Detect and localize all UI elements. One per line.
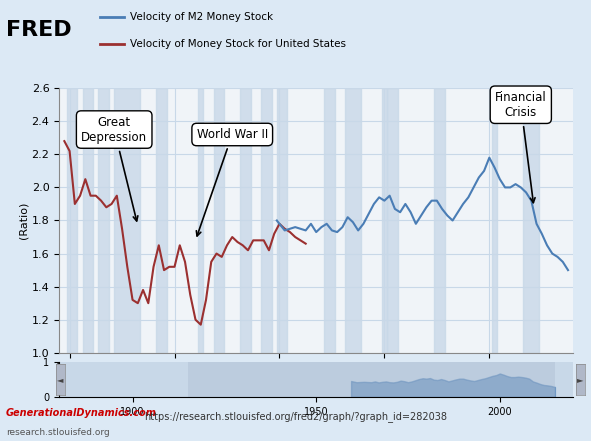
Text: Velocity of M2 Money Stock: Velocity of M2 Money Stock <box>130 12 273 22</box>
Text: FRED: FRED <box>6 20 72 40</box>
Y-axis label: (Ratio): (Ratio) <box>19 202 29 239</box>
Bar <box>99 88 109 353</box>
Text: research.stlouisfed.org: research.stlouisfed.org <box>6 428 110 437</box>
Text: ►: ► <box>577 375 584 384</box>
Bar <box>324 88 335 353</box>
Bar <box>198 88 203 353</box>
Bar <box>277 88 287 353</box>
FancyBboxPatch shape <box>187 362 555 397</box>
Bar <box>382 88 387 353</box>
Bar <box>492 88 497 353</box>
Bar <box>261 88 272 353</box>
Bar <box>83 88 93 353</box>
Text: ◄: ◄ <box>57 375 64 384</box>
Bar <box>387 88 398 353</box>
Bar <box>434 88 445 353</box>
Bar <box>345 88 361 353</box>
Text: https://research.stlouisfed.org/fred2/graph/?graph_id=282038: https://research.stlouisfed.org/fred2/gr… <box>144 411 447 422</box>
Bar <box>114 88 141 353</box>
Bar <box>240 88 251 353</box>
Text: World War II: World War II <box>196 128 268 236</box>
Text: Great
Depression: Great Depression <box>81 116 147 221</box>
Text: Velocity of Money Stock for United States: Velocity of Money Stock for United State… <box>130 39 346 49</box>
Bar <box>67 88 77 353</box>
Bar <box>156 88 167 353</box>
Text: Financial
Crisis: Financial Crisis <box>495 91 547 203</box>
Bar <box>214 88 225 353</box>
Bar <box>524 88 539 353</box>
Text: GenerationalDynamics.com: GenerationalDynamics.com <box>6 408 157 418</box>
